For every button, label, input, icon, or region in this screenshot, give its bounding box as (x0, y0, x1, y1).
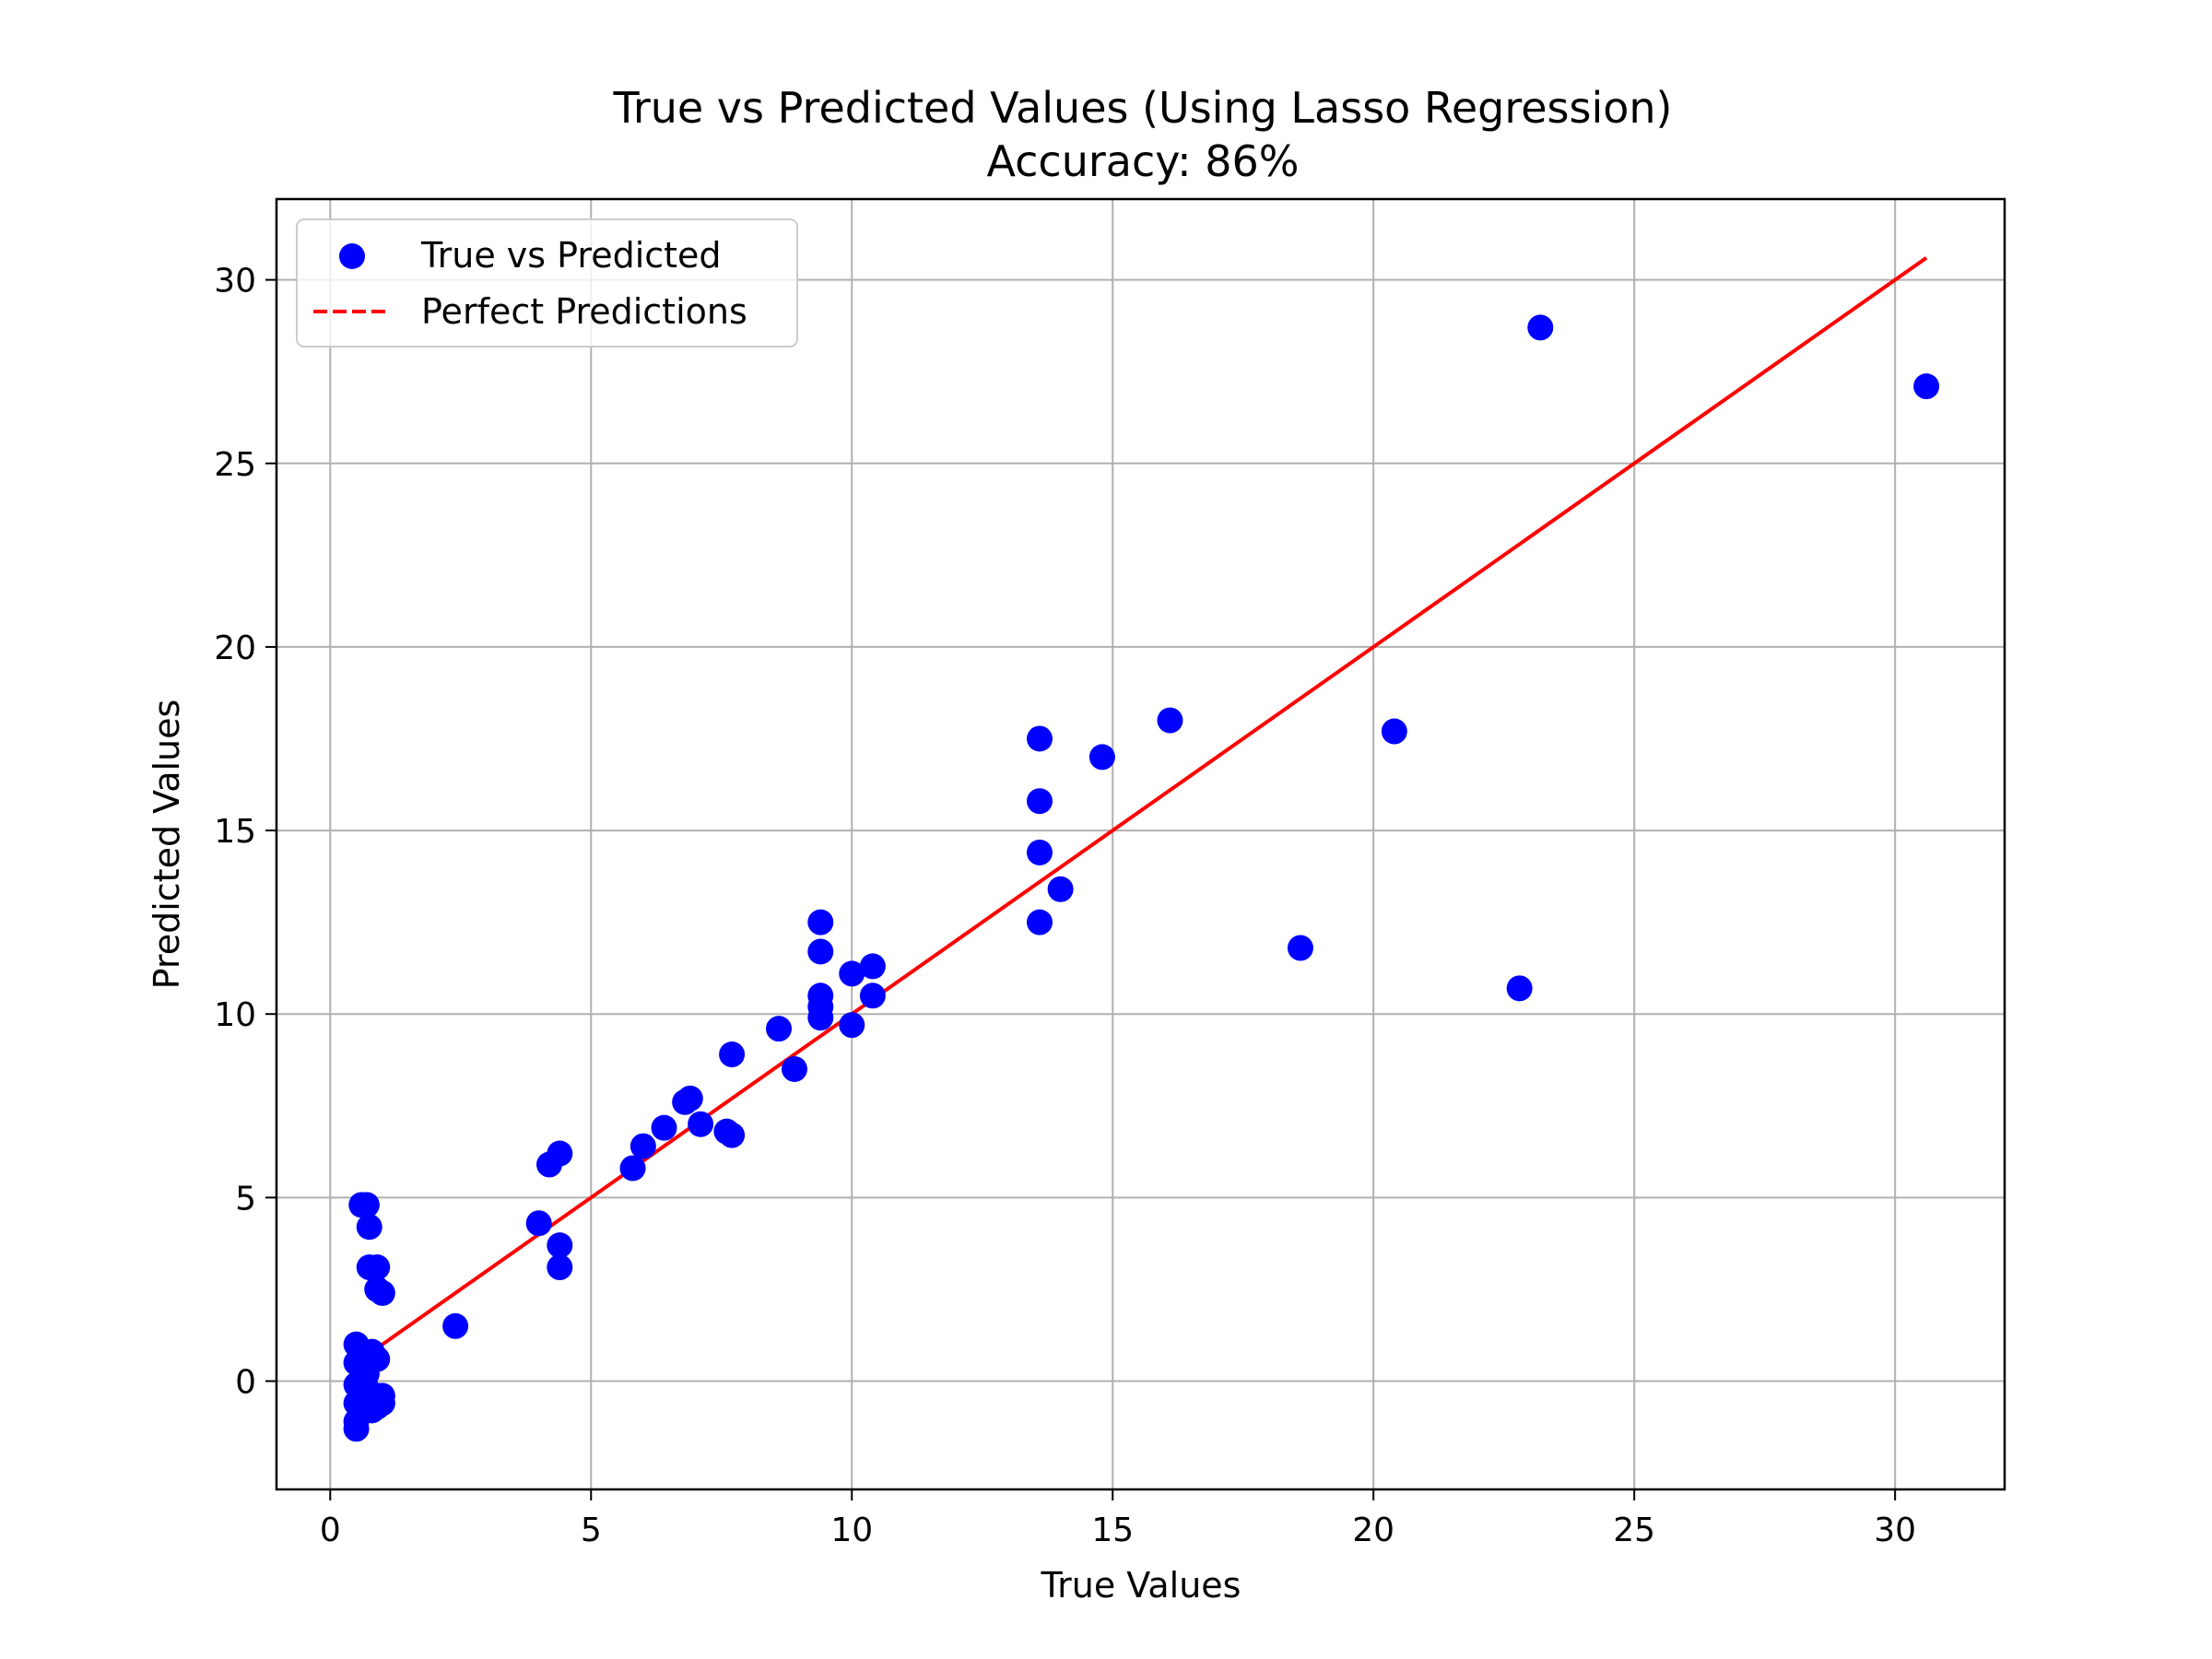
perfect-predictions-line (355, 256, 1928, 1365)
scatter-point (688, 1111, 714, 1137)
scatter-point (1026, 725, 1053, 752)
chart-title: True vs Predicted Values (Using Lasso Re… (612, 83, 1672, 133)
x-tick-label: 25 (1613, 1512, 1655, 1549)
scatter-point (1381, 718, 1407, 745)
scatter-point (807, 938, 834, 965)
scatter-point (547, 1140, 573, 1167)
y-axis-label: Predicted Values (147, 700, 187, 990)
scatter-point (1506, 975, 1533, 1002)
scatter-point (807, 1005, 834, 1031)
legend-box (296, 218, 798, 347)
y-tick-label: 0 (235, 1364, 256, 1402)
scatter-point (1026, 839, 1053, 865)
scatter-point (343, 1416, 370, 1442)
axis-ticks: 0 5 10 15 20 25 30 0 5 10 15 20 25 30 (214, 263, 1916, 1549)
y-tick-label: 15 (214, 813, 256, 851)
x-axis-label: True Values (1041, 1565, 1241, 1606)
scatter-point (1913, 373, 1940, 400)
x-tick-label: 0 (320, 1512, 341, 1549)
plot-area-frame (275, 197, 2006, 1491)
scatter-point (547, 1232, 573, 1259)
scatter-point (356, 1214, 382, 1241)
scatter-point (719, 1041, 746, 1068)
line-series (355, 256, 1928, 1365)
legend-marker-scatter (339, 243, 365, 269)
scatter-point (859, 953, 886, 980)
y-tick-label: 30 (214, 263, 256, 300)
scatter-point (1026, 788, 1053, 815)
scatter-point (839, 960, 865, 987)
y-tick-label: 5 (235, 1180, 256, 1218)
scatter-point (1047, 876, 1074, 902)
scatter-point (807, 909, 834, 935)
y-tick-label: 20 (214, 629, 256, 667)
scatter-point (442, 1312, 469, 1339)
scatter-point (719, 1122, 746, 1148)
x-tick-label: 15 (1091, 1512, 1134, 1549)
scatter-point (629, 1133, 656, 1159)
legend: True vs Predicted Perfect Predictions (296, 218, 798, 347)
scatter-point (547, 1254, 573, 1281)
scatter-point (766, 1016, 793, 1042)
scatter-point (619, 1155, 646, 1182)
scatter-point (677, 1085, 703, 1112)
y-tick-label: 10 (214, 996, 256, 1034)
scatter-point (364, 1346, 391, 1372)
scatter-point (1157, 707, 1183, 734)
legend-label-scatter: True vs Predicted (420, 235, 722, 276)
scatter-point (781, 1055, 807, 1082)
chart-subtitle: Accuracy: 86% (986, 136, 1299, 186)
x-tick-label: 20 (1352, 1512, 1394, 1549)
scatter-point (1527, 314, 1554, 341)
scatter-point (353, 1192, 380, 1218)
scatter-point (839, 1012, 865, 1039)
scatter-point (525, 1210, 552, 1237)
y-tick-label: 25 (214, 446, 256, 484)
x-tick-label: 10 (830, 1512, 873, 1549)
scatter-point (859, 982, 886, 1009)
scatter-point (369, 1390, 395, 1417)
x-tick-label: 30 (1874, 1512, 1916, 1549)
grid (276, 199, 2005, 1489)
scatter-point (651, 1114, 677, 1141)
scatter-point (1088, 744, 1115, 771)
scatter-point (364, 1254, 391, 1281)
scatter-point (369, 1279, 395, 1306)
scatter-series (343, 314, 1940, 1442)
scatter-point (1026, 909, 1053, 935)
scatter-point (1287, 935, 1313, 961)
x-tick-label: 5 (581, 1512, 602, 1549)
legend-label-line: Perfect Predictions (421, 291, 747, 332)
